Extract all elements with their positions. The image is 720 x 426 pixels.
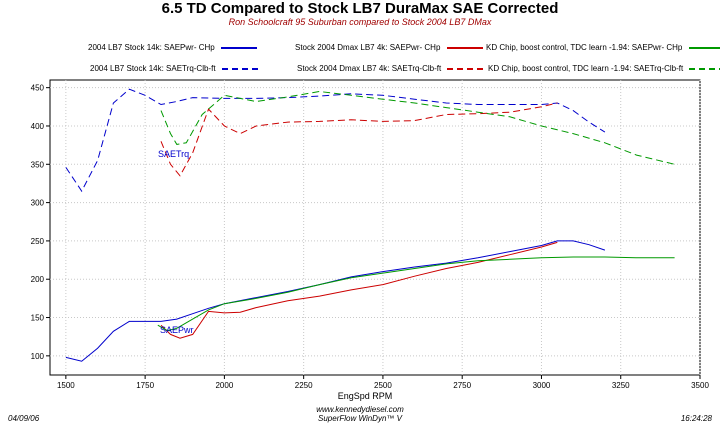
legend-item-stock-pwr: 2004 LB7 Stock 14k: SAEPwr- CHp — [88, 43, 257, 52]
legend-item-dmax-pwr: Stock 2004 Dmax LB7 4k: SAEPwr- CHp — [295, 43, 483, 52]
legend-swatch — [689, 67, 720, 70]
legend-swatch — [446, 46, 483, 49]
legend-label: KD Chip, boost control, TDC learn -1.94:… — [488, 64, 684, 73]
y-tick-label: 450 — [31, 84, 45, 93]
y-tick-label: 200 — [31, 275, 45, 284]
legend-label: Stock 2004 Dmax LB7 4k: SAEPwr- CHp — [295, 43, 441, 52]
series-line-3 — [65, 88, 606, 193]
x-tick-label: 3500 — [691, 381, 709, 390]
footer-url[interactable]: www.kennedydiesel.com — [316, 405, 404, 414]
y-tick-label: 150 — [31, 314, 45, 323]
y-tick-label: 400 — [31, 122, 45, 131]
legend-swatch — [221, 67, 258, 70]
x-tick-label: 2750 — [453, 381, 471, 390]
footer-software: SuperFlow WinDyn™ V — [318, 414, 402, 423]
footer-date: 04/09/06 — [8, 414, 40, 423]
x-tick-label: 1500 — [57, 381, 75, 390]
axis-ticks: 1500 1750 2000 2250 2500 2750 3000 3250 3500 100 1… — [31, 84, 710, 390]
y-tick-label: 350 — [31, 160, 45, 169]
series-line-0 — [65, 240, 606, 362]
legend-item-kd-pwr: KD Chip, boost control, TDC learn -1.94:… — [486, 43, 720, 52]
legend-item-dmax-trq: Stock 2004 Dmax LB7 4k: SAETrq-Clb-ft — [297, 64, 484, 73]
x-tick-label: 2000 — [215, 381, 233, 390]
chart-subtitle: Ron Schoolcraft 95 Suburban compared to … — [228, 17, 492, 27]
legend-label: 2004 LB7 Stock 14k: SAEPwr- CHp — [88, 43, 215, 52]
x-axis-label: EngSpd RPM — [338, 391, 393, 401]
y-tick-label: 100 — [31, 352, 45, 361]
legend-swatch — [688, 46, 720, 49]
legend-label: 2004 LB7 Stock 14k: SAETrq-Clb-ft — [90, 64, 216, 73]
legend-swatch — [447, 67, 484, 70]
grid-lines — [50, 80, 701, 375]
x-tick-label: 3000 — [533, 381, 551, 390]
x-tick-label: 3250 — [612, 381, 630, 390]
y-tick-label: 250 — [31, 237, 45, 246]
footer-time: 16:24:28 — [680, 414, 712, 423]
series-line-4 — [160, 102, 558, 177]
series-line-1 — [160, 241, 558, 339]
annotation-trq: SAETrq — [158, 149, 189, 159]
legend-item-stock-trq: 2004 LB7 Stock 14k: SAETrq-Clb-ft — [90, 64, 258, 73]
annotation-pwr: SAEPwr — [160, 325, 194, 335]
legend-label: KD Chip, boost control, TDC learn -1.94:… — [486, 43, 683, 52]
series-line-5 — [160, 90, 675, 165]
legend-label: Stock 2004 Dmax LB7 4k: SAETrq-Clb-ft — [297, 64, 442, 73]
plot-area — [49, 79, 701, 376]
y-tick-label: 300 — [31, 199, 45, 208]
x-tick-label: 2500 — [374, 381, 392, 390]
chart-title: 6.5 TD Compared to Stock LB7 DuraMax SAE… — [161, 0, 559, 17]
legend-swatch — [220, 46, 257, 49]
series-layer — [65, 88, 675, 362]
x-tick-label: 1750 — [136, 381, 154, 390]
series-line-2 — [157, 256, 675, 332]
legend-item-kd-trq: KD Chip, boost control, TDC learn -1.94:… — [488, 64, 720, 73]
x-tick-label: 2250 — [295, 381, 313, 390]
